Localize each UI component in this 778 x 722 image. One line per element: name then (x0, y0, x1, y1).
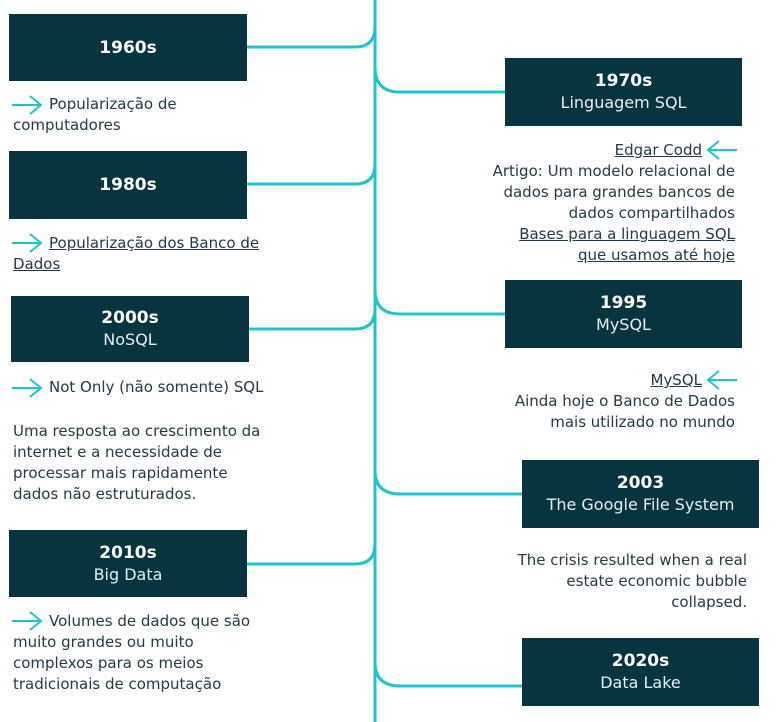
desc-line: Volumes de dados que são (49, 612, 251, 630)
connector-2020 (373, 660, 524, 688)
event-year: 2020s (611, 651, 670, 671)
desc-text: Popularização de computadores (13, 95, 177, 134)
event-link-1995[interactable]: MySQL (440, 370, 702, 391)
connector-2000 (247, 307, 377, 331)
event-box-1995: 1995 MySQL (505, 280, 742, 348)
event-year: 1995 (599, 293, 648, 313)
event-text-2003: The crisis resulted when a real estate e… (450, 550, 747, 613)
event-box-2003: 2003 The Google File System (522, 460, 759, 528)
event-desc-1960s: Popularização de computadores (13, 94, 243, 136)
connector-1995 (373, 288, 507, 316)
connector-1960 (245, 25, 377, 49)
text-line: collapsed. (671, 593, 747, 611)
desc-line: complexos para os meios (13, 654, 204, 672)
text-line: mais utilizado no mundo (550, 413, 735, 431)
event-title: MySQL (596, 315, 651, 334)
event-box-1960s: 1960s (9, 14, 247, 81)
text-line: dados não estruturados. (13, 485, 197, 503)
connector-1980 (245, 162, 377, 186)
mysql-link[interactable]: MySQL (650, 371, 702, 389)
event-box-2020s: 2020s Data Lake (522, 638, 759, 706)
event-box-2000s: 2000s NoSQL (11, 296, 249, 362)
arrow-left-icon (706, 370, 737, 390)
text-line: internet e a necessidade de (13, 443, 223, 461)
text-line: Artigo: Um modelo relacional de (492, 162, 735, 180)
arrow-right-icon (12, 233, 43, 253)
connector-1970 (373, 65, 507, 94)
arrow-right-icon (12, 378, 43, 398)
event-year: 1980s (99, 175, 157, 195)
text-line: processar mais rapidamente (13, 464, 228, 482)
desc-line: tradicionais de computação (13, 675, 222, 693)
event-year: 1970s (594, 71, 653, 91)
edgar-codd-link[interactable]: Edgar Codd (614, 141, 702, 159)
event-box-2010s: 2010s Big Data (9, 530, 247, 597)
event-box-1980s: 1980s (9, 151, 247, 219)
event-title: Big Data (93, 564, 163, 584)
event-box-1970s: 1970s Linguagem SQL (505, 58, 742, 126)
text-line: The crisis resulted when a real (517, 551, 747, 569)
event-text-1995: Ainda hoje o Banco de Dados mais utiliza… (440, 391, 735, 433)
text-link-line[interactable]: que usamos até hoje (577, 246, 735, 264)
text-link-line[interactable]: Bases para a linguagem SQL (519, 225, 735, 243)
arrow-left-icon (706, 140, 737, 160)
event-text-1970s: Artigo: Um modelo relacional de dados pa… (440, 161, 735, 266)
event-year: 2000s (101, 308, 159, 328)
event-year: 2010s (99, 542, 157, 563)
event-link-1970s[interactable]: Edgar Codd (440, 140, 702, 161)
event-year: 2003 (616, 473, 665, 493)
text-line: dados compartilhados (568, 204, 735, 222)
text-line: Uma resposta ao crescimento da (13, 422, 261, 440)
desc-text: Not Only (não somente) SQL (49, 378, 264, 396)
event-text-2000s: Uma resposta ao crescimento da internet … (13, 421, 303, 505)
event-title: Data Lake (600, 673, 681, 692)
event-title: NoSQL (103, 330, 157, 349)
event-year: 1960s (99, 37, 157, 58)
arrow-right-icon (12, 611, 43, 631)
arrow-right-icon (12, 95, 43, 115)
text-line: Ainda hoje o Banco de Dados (514, 392, 735, 410)
text-line: dados para grandes bancos de (503, 183, 735, 201)
desc-link-line[interactable]: Popularização dos Banco de (49, 234, 260, 252)
connector-2003 (373, 468, 524, 496)
event-title: The Google File System (546, 495, 735, 514)
text-line: estate economic bubble (566, 572, 747, 590)
desc-line: muito grandes ou muito (13, 633, 194, 651)
event-desc-2010s: Volumes de dados que são muito grandes o… (13, 611, 293, 695)
connector-2010 (245, 542, 377, 566)
event-desc-2000s: Not Only (não somente) SQL (13, 377, 303, 398)
desc-link-line[interactable]: Dados (13, 255, 61, 273)
event-title: Linguagem SQL (560, 93, 687, 112)
event-desc-1980s[interactable]: Popularização dos Banco de Dados (13, 233, 293, 275)
